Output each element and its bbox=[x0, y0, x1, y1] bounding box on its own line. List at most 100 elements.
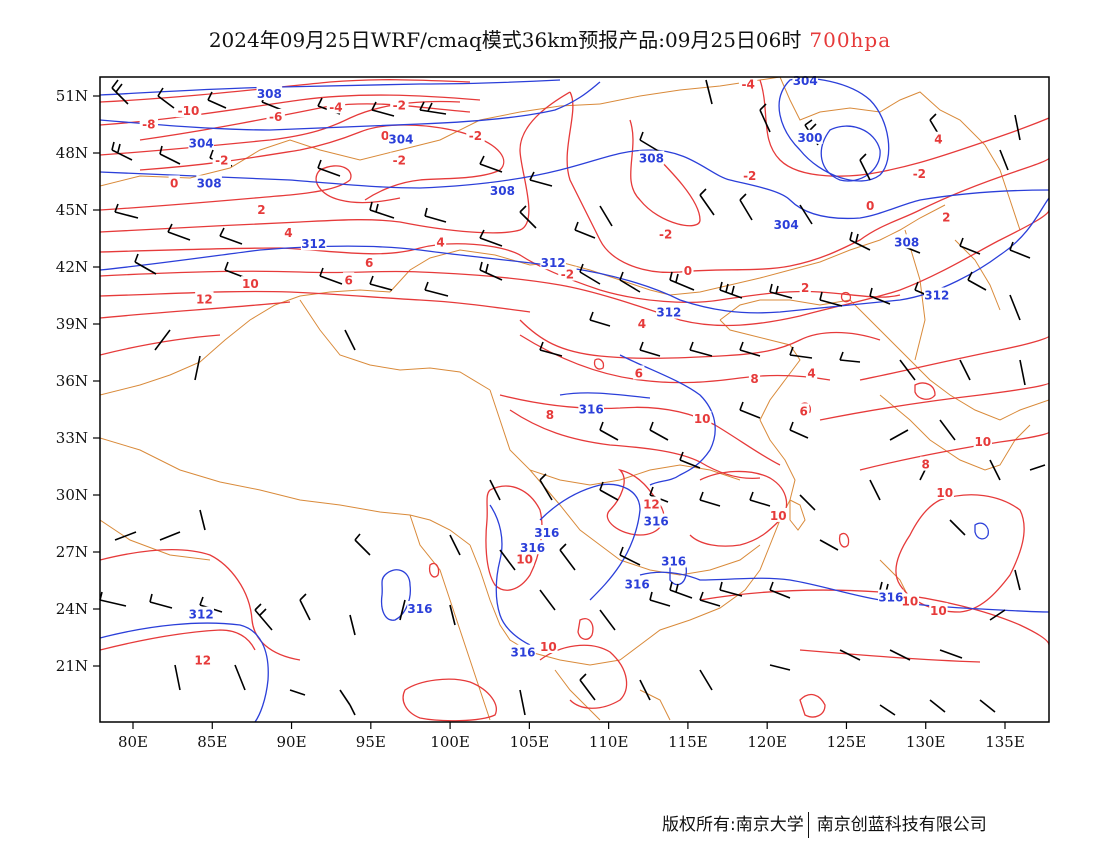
contour-label: 0 bbox=[684, 264, 692, 278]
contour-label: 304 bbox=[189, 137, 214, 151]
contour-label: 308 bbox=[639, 152, 664, 166]
lon-tick-label: 105E bbox=[510, 733, 550, 751]
contour-label-bg bbox=[798, 403, 810, 418]
contour-label-bg bbox=[510, 644, 536, 659]
contour-label-bg bbox=[326, 99, 346, 114]
contour-label-bg bbox=[282, 224, 294, 239]
contour-label-bg bbox=[633, 365, 645, 380]
contour-label-bg bbox=[212, 152, 231, 167]
contour-label-bg bbox=[195, 291, 214, 306]
title-main: 2024年09月25日WRF/cmaq模式36km预报产品:09月25日06时 bbox=[208, 28, 802, 52]
contour-label-bg bbox=[864, 198, 876, 213]
lon-tick-label: 130E bbox=[906, 733, 946, 751]
contour-label-bg bbox=[540, 255, 566, 270]
contour-label: 316 bbox=[625, 577, 650, 591]
contour-label-bg bbox=[188, 135, 214, 150]
contour-label: 312 bbox=[541, 256, 566, 270]
contour-label: 2 bbox=[257, 203, 265, 217]
contour-label-bg bbox=[740, 167, 759, 182]
contour-label-bg bbox=[363, 255, 375, 270]
contour-label: 4 bbox=[807, 366, 815, 380]
lon-tick-label: 100E bbox=[430, 733, 470, 751]
contour-label-bg bbox=[388, 131, 414, 146]
contour-label: 10 bbox=[902, 594, 919, 608]
contour-label: -8 bbox=[142, 118, 155, 132]
contour-label: 8 bbox=[922, 458, 930, 472]
title-level: 700hpa bbox=[809, 28, 892, 52]
contour-label-bg bbox=[797, 129, 823, 144]
contour-label-bg bbox=[489, 183, 516, 197]
lon-tick-label: 135E bbox=[985, 733, 1025, 751]
contour-label: 10 bbox=[540, 640, 557, 654]
contour-label: 2 bbox=[801, 281, 809, 295]
contour-label: 4 bbox=[436, 235, 444, 249]
contour-label: 10 bbox=[770, 509, 787, 523]
copyright-company: 南京创蓝科技有限公司 bbox=[816, 815, 987, 835]
geopotential-height-contours bbox=[100, 77, 1049, 722]
contour-label-bg bbox=[168, 175, 180, 190]
contour-label: -2 bbox=[913, 167, 926, 181]
contour-label: 316 bbox=[644, 515, 669, 529]
height-contour-labels: 308 304 304 308 308 308 304 300 304 308 312 312 312 3… bbox=[188, 72, 950, 660]
contour-label: 2 bbox=[942, 211, 950, 225]
contour-label: 10 bbox=[694, 412, 711, 426]
contour-label: 4 bbox=[638, 317, 646, 331]
contour-label-bg bbox=[390, 97, 409, 112]
lat-tick-label: 30N bbox=[56, 486, 88, 504]
contour-label: 0 bbox=[170, 176, 178, 190]
contour-label-bg bbox=[893, 234, 920, 249]
latitude-axis: 51N 48N 45N 42N 39N 36N 33N 30N 27N 24N 21N bbox=[56, 87, 100, 675]
contour-label-bg bbox=[932, 131, 945, 146]
lat-tick-label: 42N bbox=[56, 258, 88, 276]
lat-tick-label: 33N bbox=[56, 429, 88, 447]
contour-label-bg bbox=[769, 507, 788, 522]
contour-label-bg bbox=[196, 175, 222, 190]
contour-label-bg bbox=[929, 602, 948, 617]
contour-label-bg bbox=[266, 108, 285, 123]
lat-tick-label: 45N bbox=[56, 201, 88, 219]
contour-label-bg bbox=[558, 266, 577, 281]
contour-label: 12 bbox=[196, 292, 213, 306]
contour-label-bg bbox=[519, 540, 546, 555]
lat-tick-label: 36N bbox=[56, 372, 88, 390]
contour-label: 10 bbox=[516, 553, 533, 567]
contour-label-bg bbox=[642, 496, 661, 511]
lat-tick-label: 21N bbox=[56, 657, 88, 675]
contour-label: 316 bbox=[534, 526, 559, 540]
contour-label: 10 bbox=[930, 604, 947, 618]
lon-tick-label: 90E bbox=[277, 733, 307, 751]
contour-label: 312 bbox=[656, 306, 681, 320]
contour-label-bg bbox=[638, 150, 665, 165]
contour-label: 304 bbox=[793, 74, 818, 88]
contour-label: -6 bbox=[269, 110, 282, 124]
contour-label: 4 bbox=[934, 133, 942, 147]
contour-label-bg bbox=[738, 76, 758, 91]
contour-label: 316 bbox=[579, 403, 604, 417]
contour-label: 6 bbox=[799, 404, 807, 418]
contour-label: 8 bbox=[750, 372, 758, 386]
contour-label: 10 bbox=[242, 277, 259, 291]
contour-label: 0 bbox=[381, 129, 389, 143]
contour-label: 6 bbox=[365, 256, 373, 270]
contour-label: -2 bbox=[561, 268, 574, 282]
contour-label-bg bbox=[682, 262, 694, 277]
contour-label-bg bbox=[636, 316, 648, 330]
contour-label: 316 bbox=[510, 646, 535, 660]
contour-label-bg bbox=[407, 601, 433, 615]
contour-label: 312 bbox=[301, 237, 326, 251]
contour-label: 304 bbox=[774, 218, 799, 232]
contour-label: -4 bbox=[741, 78, 754, 92]
contour-label: 4 bbox=[284, 226, 292, 240]
lat-tick-label: 39N bbox=[56, 315, 88, 333]
contour-label-bg bbox=[805, 365, 818, 380]
lon-tick-label: 120E bbox=[747, 733, 787, 751]
copyright-owner: 版权所有:南京大学 bbox=[662, 815, 804, 835]
longitude-axis: 80E 85E 90E 95E 100E 105E 110E 115E 120E 125E 130E… bbox=[118, 722, 1025, 751]
copyright-footer: 版权所有:南京大学 南京创蓝科技有限公司 bbox=[662, 810, 987, 838]
contour-label-bg bbox=[175, 103, 202, 118]
temperature-contours bbox=[100, 79, 1049, 722]
contour-label: -2 bbox=[743, 169, 756, 183]
lon-tick-label: 80E bbox=[118, 733, 148, 751]
plot-frame bbox=[99, 76, 1050, 723]
